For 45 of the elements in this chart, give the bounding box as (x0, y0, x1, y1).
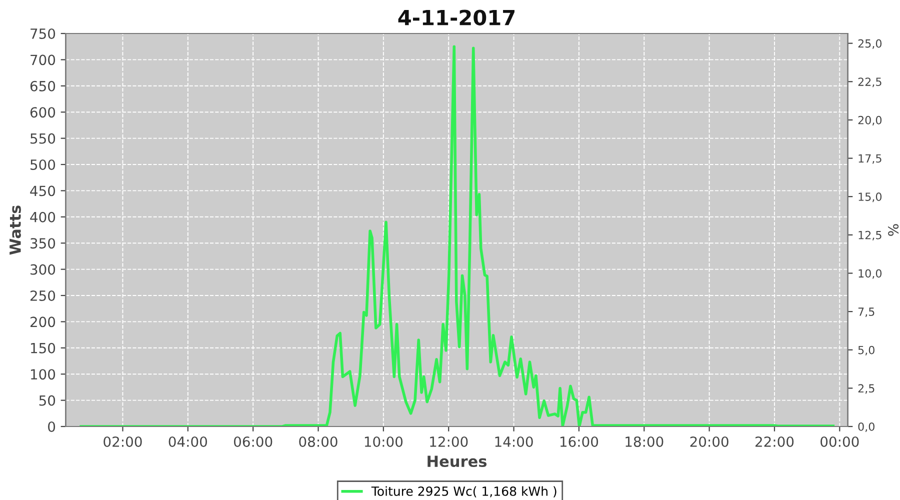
y-tick-label: 350 (30, 238, 56, 249)
y2-tick-label: 25,0 (858, 39, 882, 49)
x-axis-title: Heures (428, 456, 487, 468)
legend-label: Toiture 2925 Wc( 1,168 kWh ) (371, 486, 556, 498)
chart-title: 4-11-2017 (398, 10, 514, 26)
x-tick-label: 08:00 (299, 436, 338, 447)
x-tick-label: 20:00 (690, 436, 728, 447)
x-tick-label: 12:00 (430, 436, 468, 447)
y-tick-label: 700 (30, 54, 56, 66)
y2-tick-label: 20,0 (858, 116, 882, 126)
y-tick-label: 550 (30, 133, 56, 144)
line-series (80, 45, 835, 426)
y-tick-label: 250 (30, 290, 56, 301)
x-tick-label: 02:00 (104, 436, 142, 447)
y-tick-label: 650 (30, 80, 56, 92)
y2-axis-title: % (888, 224, 899, 236)
x-tick-label: 00:00 (820, 436, 859, 447)
x-tick-label: 18:00 (626, 436, 664, 447)
y-tick-label: 150 (30, 342, 56, 354)
x-tick-label: 22:00 (755, 436, 794, 447)
y2-tick-label: 5,0 (858, 346, 874, 356)
y-tick-label: 400 (30, 212, 56, 222)
y-tick-label: 200 (30, 316, 56, 328)
y2-tick-label: 15,0 (858, 192, 882, 202)
x-tick-label: 14:00 (495, 436, 533, 447)
y-tick-label: 450 (30, 186, 56, 196)
y2-tick-label: 12,5 (858, 230, 882, 240)
y-axis-title: Watts (10, 206, 21, 255)
y2-tick-label: 7,5 (858, 308, 874, 318)
x-tick-label: 06:00 (234, 436, 272, 447)
y-tick-label: 0 (48, 421, 56, 432)
y2-tick-label: 0,0 (858, 422, 874, 432)
x-tick-label: 04:00 (168, 436, 207, 447)
y-tick-label: 500 (30, 159, 56, 170)
y-tick-label: 300 (30, 264, 56, 275)
y2-tick-label: 2,5 (858, 384, 874, 394)
y-tick-label: 600 (30, 107, 56, 118)
y-tick-label: 750 (30, 28, 56, 39)
x-tick-label: 16:00 (560, 436, 598, 447)
y-tick-label: 50 (39, 395, 56, 406)
y2-tick-label: 10,0 (858, 269, 882, 279)
y2-tick-label: 17,5 (858, 154, 882, 164)
y2-tick-label: 22,5 (858, 78, 882, 88)
y-tick-label: 100 (30, 369, 56, 380)
x-tick-label: 10:00 (364, 436, 403, 447)
